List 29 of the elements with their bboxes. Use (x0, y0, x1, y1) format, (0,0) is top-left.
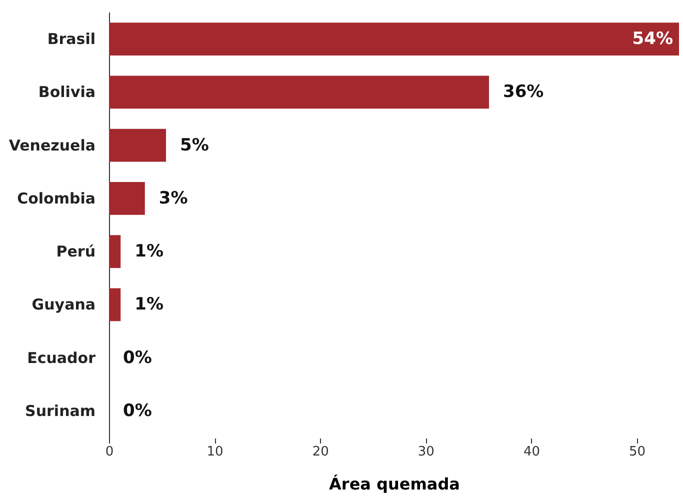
data-label: 0% (123, 348, 152, 368)
data-label: 54% (632, 29, 673, 50)
y-tick-label: Guyana (32, 296, 96, 314)
y-tick-label: Colombia (17, 189, 96, 208)
data-label: 3% (158, 188, 188, 208)
data-label: 5% (180, 135, 209, 156)
x-tick-label: 40 (523, 444, 540, 460)
bar (109, 128, 166, 162)
data-label: 1% (134, 294, 164, 315)
y-tick-label: Bolivia (38, 83, 96, 102)
bar (109, 22, 679, 56)
data-label: 0% (123, 400, 152, 421)
data-label: 1% (134, 242, 164, 262)
y-tick-label: Brasil (47, 30, 96, 48)
bar (109, 182, 145, 215)
x-tick-label: 50 (629, 444, 646, 460)
x-axis-title: Área quemada (329, 474, 460, 494)
bar (109, 288, 121, 322)
y-tick-label: Venezuela (8, 136, 96, 154)
y-tick-label: Perú (56, 242, 96, 261)
x-tick-label: 30 (418, 444, 434, 460)
bar (109, 76, 489, 109)
x-tick-label: 20 (312, 444, 329, 460)
x-tick-label: 10 (206, 444, 224, 460)
x-tick-label: 0 (105, 444, 114, 460)
bar (109, 235, 121, 268)
data-label: 36% (503, 82, 544, 102)
y-tick-label: Ecuador (27, 348, 96, 367)
y-tick-label: Surinam (25, 402, 96, 420)
